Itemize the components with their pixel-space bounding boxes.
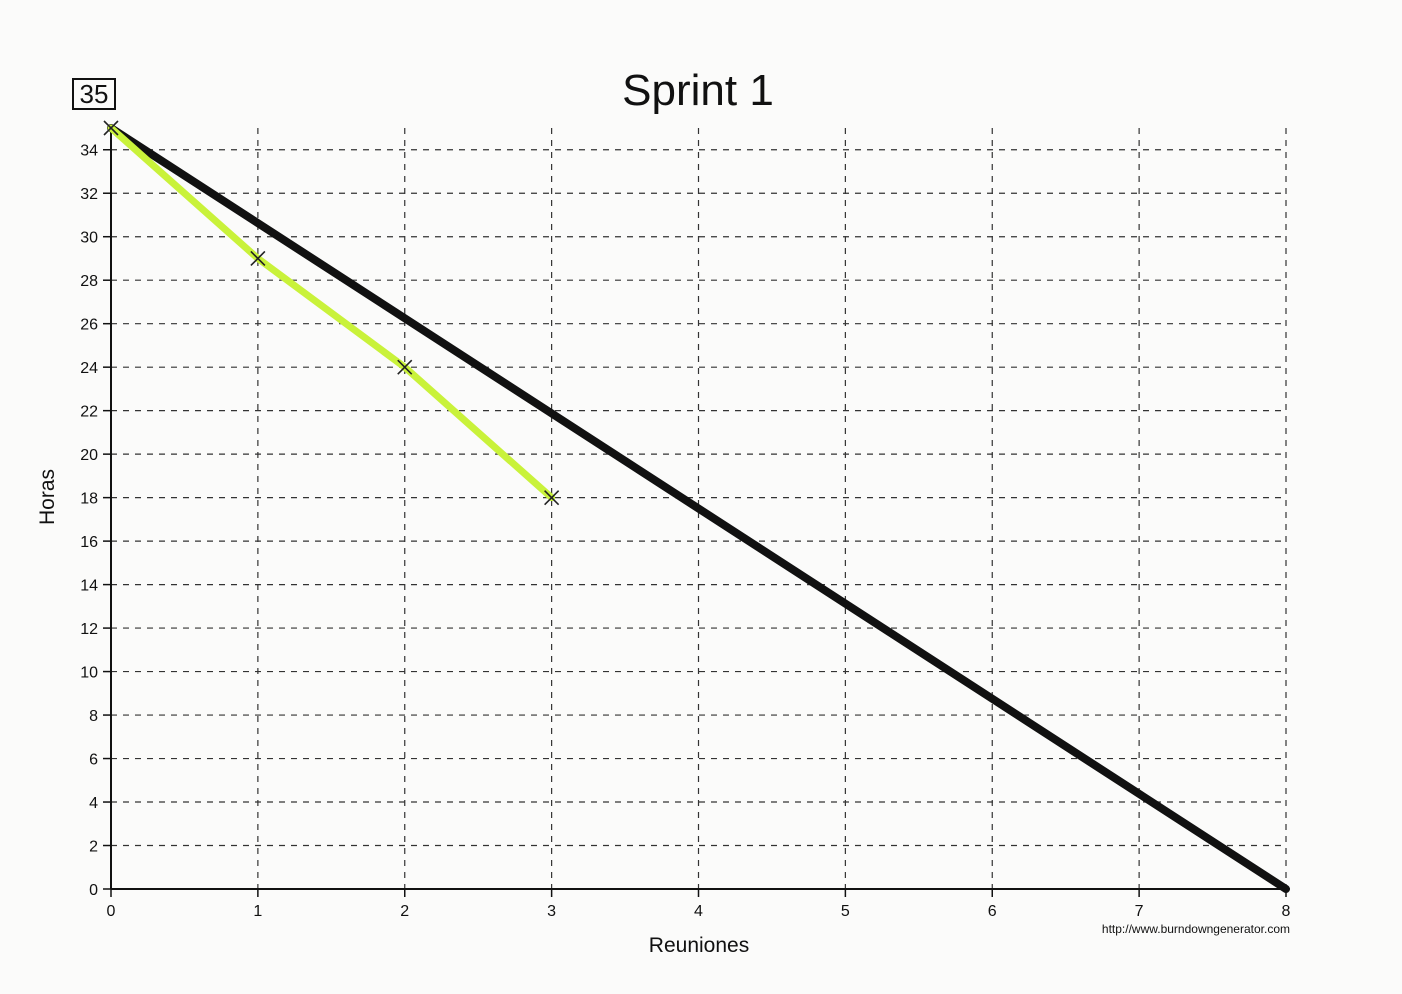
y-tick-label: 0 [89, 882, 98, 899]
y-tick-label: 32 [80, 186, 98, 203]
y-tick-label: 18 [80, 491, 98, 508]
chart-title: Sprint 1 [622, 66, 774, 115]
y-tick-label: 14 [80, 578, 98, 595]
y-tick-label: 8 [89, 708, 98, 725]
ideal-burndown-line [107, 124, 1290, 893]
x-tick-label: 6 [988, 903, 997, 920]
x-tick-label: 4 [694, 903, 703, 920]
y-tick-label: 4 [89, 795, 98, 812]
y-tick-label: 28 [80, 273, 98, 290]
source-url: http://www.burndowngenerator.com [1101, 922, 1290, 936]
x-tick-label: 7 [1135, 903, 1144, 920]
x-tick-label: 0 [107, 903, 116, 920]
x-tick-label: 1 [253, 903, 262, 920]
x-tick-label: 2 [400, 903, 409, 920]
marker-stroke [397, 359, 413, 375]
marker-stroke [544, 490, 560, 506]
x-axis-title: Reuniones [649, 934, 749, 957]
data-point-marker [544, 490, 560, 506]
y-tick-label: 30 [80, 230, 98, 247]
data-point-marker [103, 120, 119, 136]
x-tick-label: 3 [547, 903, 556, 920]
y-tick-label: 22 [80, 404, 98, 421]
y-tick-label: 2 [89, 839, 98, 856]
data-point-marker [397, 359, 413, 375]
x-tick-label: 8 [1282, 903, 1291, 920]
hours-total-badge: 35 [72, 78, 116, 110]
y-tick-label: 26 [80, 317, 98, 334]
y-tick-label: 34 [80, 143, 98, 160]
y-tick-label: 24 [80, 360, 98, 377]
actual-burndown-line [107, 124, 556, 502]
series-layer [103, 120, 1290, 893]
y-tick-label: 6 [89, 752, 98, 769]
y-tick-label: 20 [80, 447, 98, 464]
marker-stroke [103, 120, 119, 136]
data-point-marker [250, 250, 266, 267]
grid-layer [111, 128, 1287, 889]
y-axis-title: Horas [36, 469, 59, 525]
y-tick-label: 16 [80, 534, 98, 551]
x-tick-label: 5 [841, 903, 850, 920]
marker-stroke [250, 250, 266, 267]
y-tick-label: 12 [80, 621, 98, 638]
y-tick-label: 10 [80, 665, 98, 682]
